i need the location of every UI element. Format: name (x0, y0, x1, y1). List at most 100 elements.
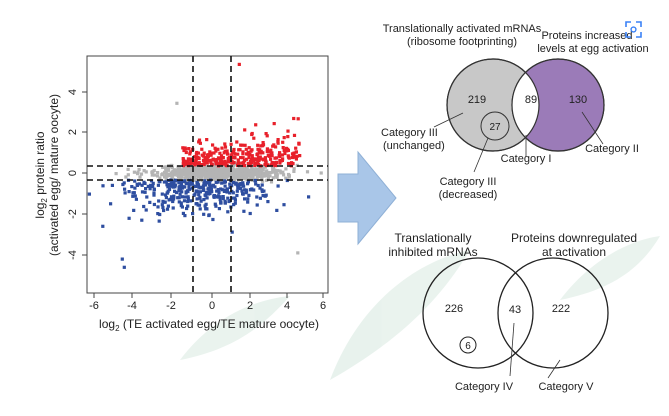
scatter-point (228, 158, 232, 162)
scatter-point (265, 134, 269, 138)
scatter-point (216, 180, 220, 184)
scatter-point (201, 167, 206, 171)
scatter-point (126, 173, 130, 177)
scatter-point (198, 170, 202, 174)
scatter-point (220, 181, 224, 185)
scatter-point (218, 198, 222, 202)
scatter-point (152, 191, 156, 195)
scatter-point (255, 195, 259, 199)
scatter-point (196, 155, 200, 159)
x-tick-label: 2 (247, 300, 253, 312)
scatter-point (127, 190, 131, 194)
scatter-point (289, 162, 293, 167)
scatter-points (87, 62, 323, 269)
scatter-point (183, 176, 187, 181)
scatter-point (292, 169, 296, 173)
scatter-point (235, 175, 239, 179)
scatter-point (261, 194, 265, 198)
scatter-point (146, 184, 150, 188)
y-tick-label: 4 (67, 89, 79, 95)
scatter-point (255, 152, 259, 157)
venn-bottom-right-circle (497, 257, 609, 369)
scatter-point (172, 179, 176, 183)
scatter-point (271, 176, 275, 180)
scatter-point (221, 169, 225, 173)
scatter-point (166, 204, 170, 208)
scatter-point (262, 158, 266, 162)
scatter-point (194, 162, 198, 166)
scatter-point (286, 135, 290, 139)
scatter-point (233, 198, 237, 202)
scatter-point (186, 204, 190, 208)
scatter-point (139, 172, 144, 176)
scatter-point (156, 205, 160, 209)
scatter-point (151, 184, 155, 188)
scatter-point (140, 190, 145, 194)
scatter-point (282, 148, 286, 152)
scatter-point (232, 164, 236, 168)
scatter-point (201, 171, 205, 175)
scatter-point (272, 170, 276, 174)
scatter-point (198, 141, 202, 145)
scatter-point (292, 116, 296, 121)
scatter-point (254, 123, 258, 127)
scatter-point (207, 186, 211, 190)
scatter-point (258, 186, 262, 190)
scatter-point (278, 154, 282, 158)
scatter-point (186, 160, 190, 165)
scatter-point (260, 157, 264, 161)
scatter-point (226, 160, 230, 164)
scatter-point (297, 142, 301, 146)
venn-top-right-subtitle: levels at egg activation (537, 43, 648, 55)
scatter-point (194, 152, 198, 156)
scatter-point (210, 190, 214, 194)
venn-bottom-inner-count: 6 (465, 341, 471, 352)
scatter-point (258, 156, 262, 160)
scan-icon[interactable] (625, 21, 642, 38)
scatter-point (216, 173, 220, 177)
scatter-point (270, 151, 274, 155)
scatter-point (232, 149, 236, 153)
scatter-point (226, 171, 230, 176)
scatter-point (216, 194, 220, 198)
scatter-point (158, 176, 162, 180)
scatter-point (215, 158, 219, 162)
scatter-point (184, 174, 188, 178)
scatter-point (166, 189, 170, 193)
scatter-point (240, 189, 244, 193)
scatter-point (211, 168, 215, 172)
scatter-point (149, 183, 153, 187)
scatter-point (191, 212, 195, 216)
scatter-point (211, 172, 215, 176)
scatter-point (110, 183, 114, 187)
scatter-point (179, 171, 183, 175)
y-tick-label: 0 (67, 170, 79, 176)
scatter-point (254, 182, 258, 186)
scatter-point (101, 184, 105, 188)
scatter-point (223, 142, 227, 146)
scatter-point (255, 203, 259, 207)
scatter-point (257, 163, 261, 167)
scatter-point (131, 194, 135, 198)
scatter-point (233, 152, 237, 156)
scatter-point (276, 184, 280, 188)
scatter-point (214, 149, 218, 153)
scatter-point (217, 207, 221, 211)
scatter-point (258, 196, 262, 200)
scatter-point (241, 192, 245, 196)
scatter-point (244, 152, 249, 156)
scatter-point (177, 200, 181, 204)
scatter-point (179, 201, 183, 205)
venn-bottom-left-circle (422, 257, 534, 369)
scatter-point (157, 179, 161, 183)
scatter-point (225, 188, 229, 192)
scatter-point (231, 167, 235, 171)
scatter-point (203, 204, 207, 208)
scatter-point (184, 171, 188, 175)
scatter-point (228, 165, 232, 169)
scatter-point (180, 195, 184, 199)
scatter-point (291, 152, 296, 156)
scatter-point (283, 151, 287, 156)
scatter-point (247, 146, 251, 150)
y-axis-label-line1: log2 protein ratio (33, 131, 49, 218)
